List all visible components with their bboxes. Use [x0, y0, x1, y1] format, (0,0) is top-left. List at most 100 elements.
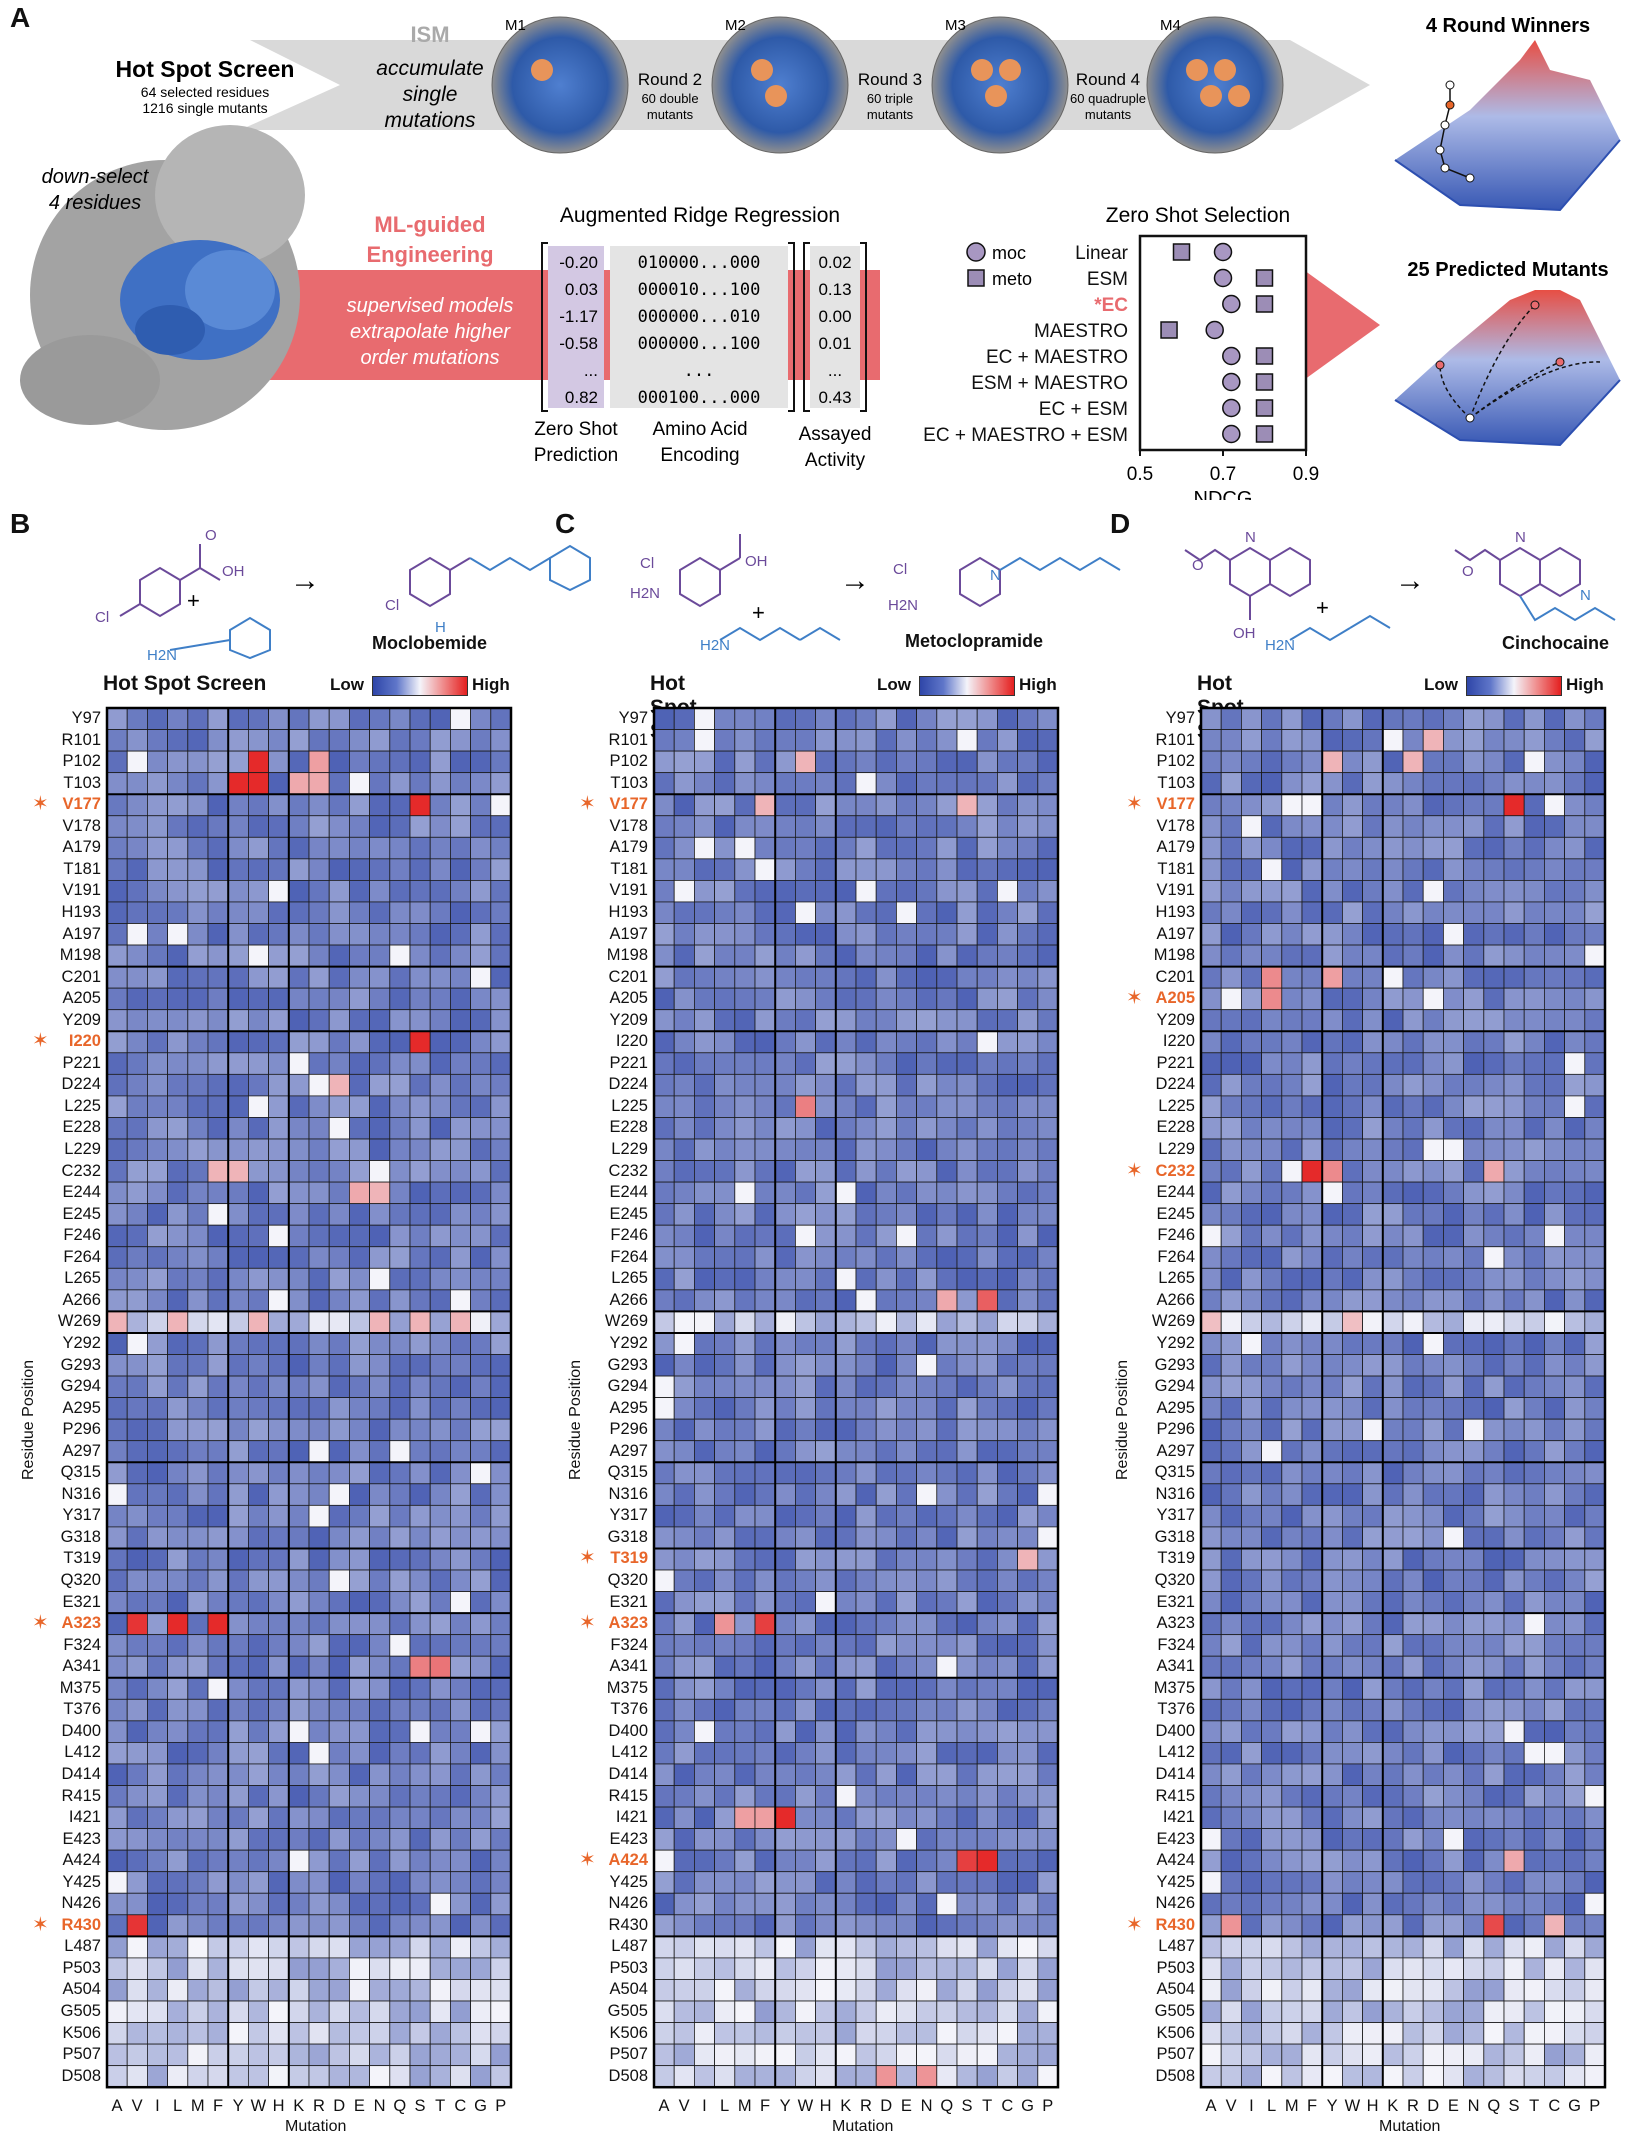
heatmap-cell	[1543, 1806, 1565, 1830]
heatmap-cell	[815, 1591, 837, 1614]
heatmap-grid	[652, 706, 1060, 2089]
heatmap-cell	[774, 987, 796, 1011]
heatmap-cell	[815, 1763, 837, 1786]
mutation-label: K	[1387, 2097, 1399, 2116]
heatmap-cell	[916, 1160, 938, 1183]
heatmap-cell	[916, 923, 938, 946]
heatmap-cell	[815, 1073, 837, 1097]
heatmap-cell	[1543, 1526, 1565, 1549]
heatmap-cell	[1442, 1483, 1464, 1506]
heatmap-cell	[1200, 944, 1222, 968]
heatmap-cell	[895, 1311, 917, 1334]
residue-label: G318	[607, 1527, 648, 1546]
heatmap-cell	[875, 1095, 897, 1118]
heatmap-cell	[734, 1203, 756, 1226]
heatmap-cell	[996, 858, 1018, 881]
heatmap-cell	[916, 1203, 938, 1226]
heatmap-cell	[673, 1030, 695, 1054]
heatmap-cell	[1503, 1720, 1525, 1743]
heatmap-cell	[734, 1914, 756, 1937]
heatmap-cell	[1362, 729, 1384, 752]
heatmap-cell	[956, 2043, 978, 2067]
heatmap-cell	[1584, 966, 1606, 989]
heatmap-cell	[734, 901, 756, 924]
heatmap-cell	[1422, 729, 1444, 752]
heatmap-cell	[1281, 815, 1303, 838]
heatmap-cell	[714, 1418, 736, 1442]
heatmap-cell	[734, 1160, 756, 1183]
rc-label: Cl	[893, 561, 907, 578]
heatmap-cell	[835, 1979, 857, 2002]
heatmap-cell	[754, 729, 776, 752]
heatmap-cell	[1382, 1612, 1404, 1636]
heatmap-cell	[1402, 923, 1424, 946]
heatmap-cell	[1362, 1591, 1384, 1614]
rd-label: N	[1245, 529, 1256, 546]
heatmap-cell	[996, 1009, 1018, 1032]
heatmap-cell	[1200, 1526, 1222, 1549]
heatmap-cell	[1241, 1052, 1263, 1075]
heatmap-cell	[1301, 1375, 1323, 1398]
heatmap-cell	[694, 1720, 716, 1743]
heatmap-cell	[1523, 1785, 1545, 1808]
heatmap-cell	[1523, 1806, 1545, 1830]
heatmap-cell	[916, 1935, 938, 1959]
heatmap-cell	[936, 707, 958, 730]
heatmap-cell	[976, 1203, 998, 1226]
heatmap-cell	[1584, 750, 1606, 774]
heatmap-cell	[1422, 1030, 1444, 1054]
residue-label: D414	[1155, 1764, 1195, 1783]
heatmap-cell	[754, 1030, 776, 1054]
heatmap-cell	[875, 1763, 897, 1786]
mutation-label: T	[982, 2097, 993, 2116]
heatmap-cell	[895, 1548, 917, 1571]
mutation-label: W	[797, 2097, 814, 2116]
heatmap-cell	[976, 1914, 998, 1937]
residue-label: C232	[608, 1161, 648, 1180]
heatmap-cell	[936, 1892, 958, 1916]
heatmap-cell	[1200, 1698, 1222, 1722]
heatmap-cell	[1422, 901, 1444, 924]
heatmap-cell	[1543, 987, 1565, 1011]
heatmap-cell	[754, 944, 776, 968]
heatmap-cell	[1200, 987, 1222, 1011]
heatmap-cell	[936, 1634, 958, 1657]
heatmap-cell	[1584, 1203, 1606, 1226]
heatmap-cell	[1200, 1117, 1222, 1140]
hot-spot-sub2: 1216 single mutants	[142, 100, 267, 116]
heatmap-cell	[1017, 2022, 1039, 2045]
rc-label: OH	[745, 553, 768, 570]
heatmap-cell	[855, 1009, 877, 1032]
heatmap-cell	[1362, 1785, 1384, 1808]
heatmap-cell	[1422, 1763, 1444, 1786]
heatmap-cell	[936, 1677, 958, 1700]
residue-label: R430	[608, 1915, 648, 1934]
heatmap-cell	[653, 2043, 675, 2067]
heatmap-cell	[1301, 1030, 1323, 1054]
heatmap-cell	[1523, 1289, 1545, 1312]
heatmap-cell	[1241, 1548, 1263, 1571]
highlight-star-icon: ✶	[1126, 1159, 1143, 1182]
heatmap-cell	[936, 1246, 958, 1269]
heatmap-cell	[1523, 1160, 1545, 1183]
heatmap-cell	[794, 1354, 816, 1377]
heatmap-cell	[1402, 815, 1424, 838]
residue-label: R430	[1155, 1915, 1195, 1934]
heatmap-cell	[1301, 987, 1323, 1011]
heatmap-cell	[835, 1354, 857, 1377]
heatmap-cell	[1463, 1138, 1485, 1161]
heatmap-cell	[815, 1397, 837, 1420]
heatmap-cell	[714, 1267, 736, 1291]
heatmap-cell	[694, 2000, 716, 2023]
heatmap-cell	[653, 1526, 675, 1549]
heatmap-cell	[875, 707, 897, 730]
heatmap-cell	[1261, 1612, 1283, 1636]
heatmap-cell	[1341, 987, 1363, 1011]
heatmap-cell	[1200, 1763, 1222, 1786]
heatmap-cell	[1037, 729, 1059, 752]
heatmap-cell	[895, 1612, 917, 1636]
heatmap-cell	[1200, 1332, 1222, 1355]
heatmap-cell	[1341, 1461, 1363, 1485]
heatmap-cell	[694, 1504, 716, 1528]
legend-meto-marker	[967, 269, 985, 287]
